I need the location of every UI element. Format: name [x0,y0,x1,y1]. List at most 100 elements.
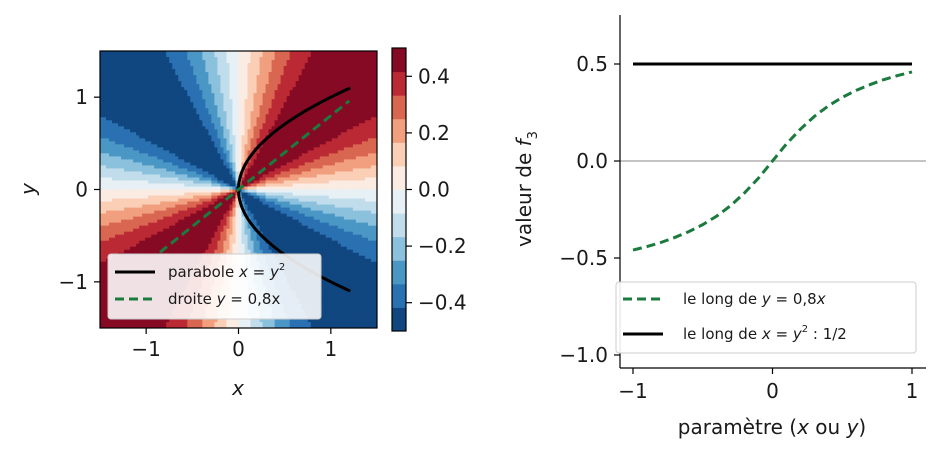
heatmap-cell [118,240,122,245]
heatmap-cell [163,159,167,163]
heatmap-cell [106,132,110,136]
heatmap-cell [166,69,170,73]
heatmap-cell [145,246,149,251]
heatmap-cell [151,240,155,245]
heatmap-cell [148,126,152,130]
heatmap-cell [148,249,152,254]
heatmap-cell [178,243,182,248]
heatmap-cell [160,141,164,145]
heatmap-cell [151,138,155,142]
heatmap-cell [100,213,104,218]
heatmap-cell [169,105,173,109]
heatmap-cell [136,207,140,212]
heatmap-cell [175,222,179,227]
heatmap-cell [103,210,107,215]
heatmap-cell [178,147,182,151]
heatmap-cell [124,129,128,133]
heatmap-cell [112,117,116,121]
heatmap-cell [148,201,152,206]
heatmap-cell [115,201,119,206]
heatmap-cell [172,81,176,85]
heatmap-cell [178,192,182,197]
heatmap-cell [178,180,182,185]
heatmap-cell [151,321,155,326]
heatmap-cell [160,81,164,85]
heatmap-cell [127,138,131,142]
heatmap-cell [103,153,107,157]
heatmap-cell [112,207,116,212]
heatmap-cell [112,234,116,239]
heatmap-cell [124,228,128,233]
heatmap-cell [166,108,170,112]
heatmap-cell [109,228,113,233]
heatmap-cell [109,72,113,76]
heatmap-cell [124,234,128,239]
heatmap-cell [130,120,134,124]
heatmap-cell [142,96,146,100]
heatmap-cell [133,168,137,173]
heatmap-cell [136,165,140,170]
heatmap-cell [100,138,104,142]
heatmap-cell [160,321,164,326]
heatmap-cell [172,246,176,251]
heatmap-cell [106,189,110,194]
heatmap-cell [145,165,149,170]
heatmap-cell [106,162,110,167]
heatmap-cell [130,78,134,82]
heatmap-cell [154,162,158,167]
heatmap-cell [118,177,122,182]
heatmap-cell [139,90,143,94]
heatmap-cell [109,78,113,82]
heatmap-cell [163,204,167,209]
heatmap-cell [109,243,113,248]
heatmap-cell [112,177,116,182]
heatmap-cell [103,225,107,230]
heatmap-cell [109,234,113,239]
heatmap-cell [163,153,167,157]
heatmap-cell [139,198,143,203]
heatmap-cell [118,96,122,100]
heatmap-cell [151,84,155,88]
heatmap-cell [133,141,137,145]
heatmap-cell [148,237,152,242]
heatmap-cell [130,216,134,221]
heatmap-cell [124,135,128,139]
heatmap-cell [160,93,164,97]
heatmap-cell [169,153,173,157]
heatmap-cell [112,192,116,197]
heatmap-cell [106,204,110,209]
heatmap-cell [112,150,116,154]
heatmap-cell [157,147,161,151]
heatmap-cell [130,183,134,188]
heatmap-cell [136,108,140,112]
heatmap-cell [169,120,173,124]
heatmap-cell [136,177,140,182]
heatmap-cell [127,213,131,218]
heatmap-cell [139,87,143,91]
heatmap-cell [160,225,164,230]
heatmap-cell [118,111,122,115]
heatmap-cell [103,165,107,170]
heatmap-cell [172,63,176,67]
heatmap-cell [178,219,182,224]
heatmap-cell [118,72,122,76]
heatmap-cell [175,240,179,245]
heatmap-cell [124,165,128,170]
heatmap-cell [130,57,134,61]
heatmap-cell [166,135,170,139]
heatmap-cell [178,66,182,70]
heatmap-cell [157,318,161,323]
heatmap-cell [157,213,161,218]
heatmap-cell [136,135,140,139]
heatmap-cell [178,135,182,139]
heatmap-cell [151,126,155,130]
heatmap-cell [106,165,110,170]
heatmap-cell [121,78,125,82]
heatmap-cell [127,111,131,115]
heatmap-cell [139,75,143,79]
heatmap-cell [100,294,104,299]
heatmap-cell [109,168,113,173]
heatmap-cell [154,54,158,58]
heatmap-cell [100,135,104,139]
heatmap-cell [154,249,158,254]
